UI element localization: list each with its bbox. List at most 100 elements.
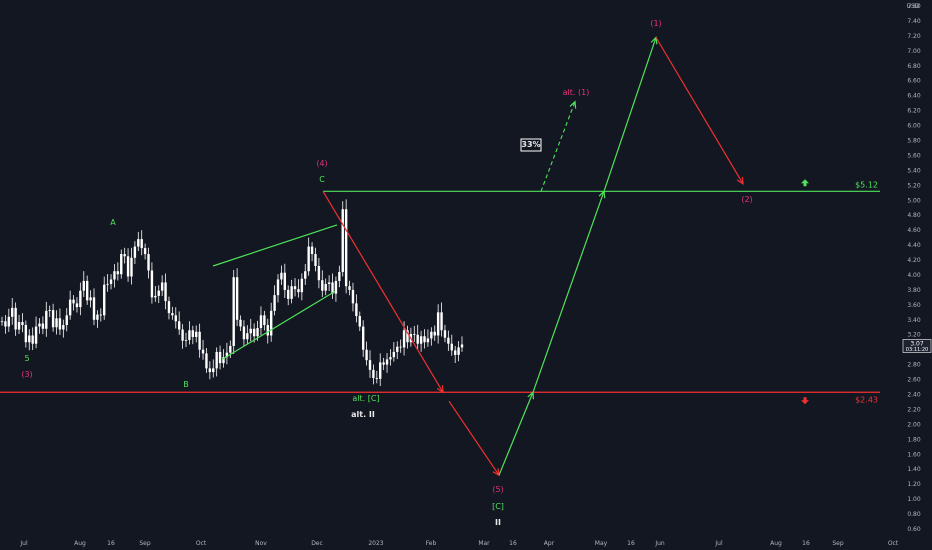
candle-body — [184, 339, 188, 341]
candle-body — [382, 362, 385, 365]
x-tick-label: Sep — [832, 540, 844, 547]
y-tick-label: 5.00 — [907, 197, 921, 204]
candle-body — [55, 318, 58, 328]
y-tick-label: 4.00 — [907, 272, 921, 279]
candle-body — [85, 280, 89, 301]
candle-body — [310, 246, 314, 255]
candle-body — [45, 310, 48, 329]
arrow-head-icon — [736, 176, 744, 186]
wave-label: C — [319, 175, 325, 184]
projection-segment[interactable] — [532, 191, 605, 393]
candle-body — [75, 303, 79, 308]
wedge-upper-line[interactable] — [212, 224, 338, 267]
candle-body — [174, 315, 177, 322]
wave-label: (1) — [650, 19, 661, 28]
candle-body — [314, 254, 317, 267]
candle-body — [150, 270, 154, 298]
x-tick-label: 16 — [627, 540, 635, 547]
candle-body — [249, 328, 252, 334]
candle-body — [92, 297, 96, 320]
y-tick-label: 3.60 — [907, 302, 921, 309]
projection-segment[interactable] — [448, 400, 500, 476]
candle-body — [385, 359, 389, 365]
candle-body — [453, 350, 457, 355]
y-tick-label: 2.80 — [907, 362, 921, 369]
candle-body — [379, 362, 382, 379]
candle-body — [24, 325, 28, 343]
candle-body — [4, 321, 7, 327]
candle-body — [140, 239, 143, 249]
y-tick-label: 1.00 — [907, 496, 921, 503]
candle-body — [218, 351, 222, 364]
candle-body — [447, 337, 450, 344]
candle-body — [21, 322, 24, 326]
candle-body — [198, 331, 201, 350]
candle-body — [242, 326, 246, 340]
candle-body — [440, 312, 443, 331]
candle-body — [280, 272, 283, 280]
candle-body — [130, 257, 133, 277]
candle-body — [34, 326, 38, 344]
candle-body — [82, 280, 85, 291]
projection-segment[interactable] — [322, 190, 444, 393]
candle-body — [68, 299, 72, 316]
y-tick-label: 4.60 — [907, 227, 921, 234]
candle-body — [222, 357, 225, 364]
y-tick-label: 3.20 — [907, 332, 921, 339]
candle-body — [188, 330, 191, 340]
candle-body — [252, 328, 256, 337]
x-axis[interactable]: Jul Aug 16 Sep Oct Nov Dec 2023 Feb Mar 16 Apr May 16… — [19, 540, 898, 547]
candle-body — [358, 316, 361, 327]
x-tick-label: Aug — [74, 540, 86, 547]
candle-body — [239, 319, 242, 327]
arrow-head-icon — [436, 385, 444, 394]
candle-body — [229, 345, 232, 353]
candle-body — [361, 326, 365, 350]
candle-body — [38, 323, 41, 327]
candle-body — [177, 321, 181, 330]
candle-body — [79, 290, 82, 308]
candle-body — [273, 295, 276, 311]
candle-body — [321, 280, 324, 291]
projection-segment[interactable] — [498, 392, 534, 476]
projection-segment[interactable] — [603, 37, 657, 192]
x-tick-label: 16 — [802, 540, 810, 547]
candle-body — [62, 325, 65, 330]
candle-body — [201, 349, 205, 354]
candle-body — [266, 325, 269, 336]
projection-segment[interactable] — [655, 37, 744, 185]
x-tick-label: Dec — [311, 540, 323, 547]
x-tick-label: Sep — [139, 540, 151, 547]
candle-body — [396, 346, 399, 352]
candle-body — [0, 321, 4, 323]
y-tick-label: 7.00 — [907, 48, 921, 55]
candle-body — [430, 331, 433, 339]
candle-body — [375, 378, 379, 379]
y-tick-label: 2.60 — [907, 377, 921, 384]
wedge-lower-line[interactable] — [221, 290, 336, 360]
y-tick-label: 0.60 — [907, 526, 921, 533]
candle-body — [436, 312, 440, 336]
lower-level-label: $2.43 — [855, 395, 878, 404]
candle-body — [276, 279, 280, 296]
candle-body — [293, 286, 297, 290]
y-tick-label: 6.40 — [907, 93, 921, 100]
candle-body — [41, 323, 45, 329]
candle-body — [300, 278, 304, 293]
wave-label: alt. (1) — [563, 88, 590, 97]
candle-body — [126, 256, 130, 277]
candle-body — [406, 330, 409, 343]
candle-body — [419, 336, 423, 344]
candle-body — [160, 282, 164, 291]
candle-body — [109, 279, 113, 284]
alt-projection-dashed[interactable] — [540, 101, 576, 192]
x-tick-label: 16 — [509, 540, 517, 547]
candle-body — [164, 282, 167, 302]
y-tick-label: 6.00 — [907, 123, 921, 130]
candle-body — [17, 322, 21, 330]
candle-body — [457, 347, 460, 355]
current-price-badge[interactable] — [902, 339, 932, 353]
